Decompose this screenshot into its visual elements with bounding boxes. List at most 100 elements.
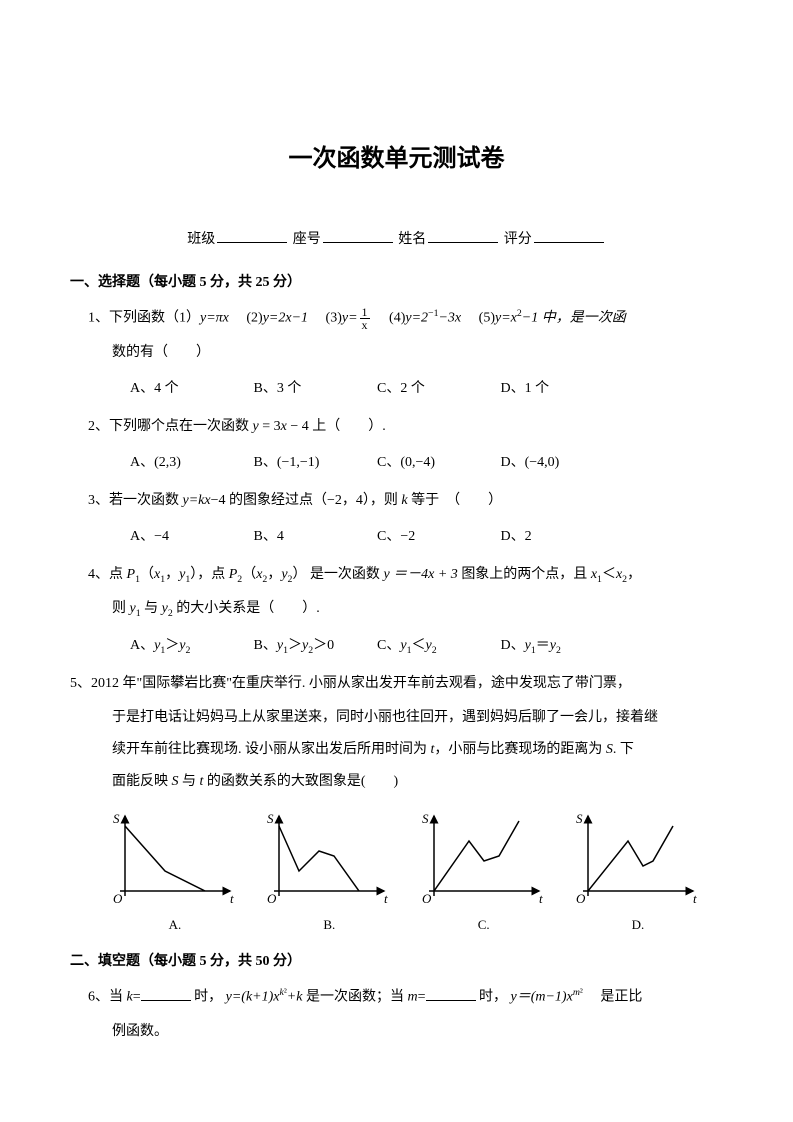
q6-post1: +k [287, 990, 303, 1005]
q6-b: 时， [194, 990, 222, 1005]
q1-f2: y=2x−1 [263, 311, 308, 326]
name-blank [428, 228, 498, 243]
question-2: 2、下列哪个点在一次函数 y = 3x − 4 上（ ）. [88, 413, 723, 441]
q1-f5-pre: y=x [495, 311, 517, 326]
svg-text:S: S [422, 811, 429, 826]
page-title: 一次函数单元测试卷 [70, 140, 723, 178]
question-4-line1: 4、点 P1（x1，y1），点 P2（x2，y2） 是一次函数 y ＝－4x +… [88, 561, 723, 589]
q4-options: A、y1＞y2 B、y1＞y2＞0 C、y1＜y2 D、y1＝y2 [130, 632, 723, 660]
q1-sep3: (3) [312, 311, 342, 326]
q3-opt-b: B、4 [254, 523, 374, 551]
graph-a-svg: S t O [110, 811, 240, 911]
q1-f3-pre: y= [342, 311, 358, 326]
q5-label-a: A. [169, 917, 182, 932]
q1-sep2: (2) [232, 311, 262, 326]
q1-stem-a: 1、下列函数（1） [88, 311, 200, 326]
q1-opt-b: B、3 个 [254, 375, 374, 403]
svg-text:O: O [113, 891, 123, 906]
q5-graph-a: S t O A. [110, 811, 240, 936]
question-3: 3、若一次函数 y=kx−4 的图象经过点（−2，4），则 k 等于 （ ） [88, 487, 723, 515]
class-blank [217, 228, 287, 243]
question-5-l4: 面能反映 S 与 t 的函数关系的大致图象是( ) [112, 768, 723, 796]
svg-text:S: S [113, 811, 120, 826]
q1-sep4: (4) [375, 311, 405, 326]
q4-mid1: ，点 [197, 567, 229, 582]
svg-text:t: t [539, 891, 543, 906]
q2-stem: 2、下列哪个点在一次函数 y = 3x − 4 上（ ）. [88, 419, 386, 434]
q5-label-c: C. [478, 917, 490, 932]
q5-label-d: D. [632, 917, 645, 932]
q4-opt-d: D、y1＝y2 [501, 632, 621, 660]
question-5-l2: 于是打电话让妈妈马上从家里送来，同时小丽也往回开，遇到妈妈后聊了一会儿，接着继 [112, 704, 723, 732]
q1-f5-post: −1 中，是一次函 [522, 311, 626, 326]
q1-f4-post: −3x [438, 311, 461, 326]
q3-stem: 3、若一次函数 y=kx−4 的图象经过点（−2，4），则 k 等于 （ ） [88, 493, 502, 508]
q6-h: 例函数。 [112, 1018, 723, 1046]
q6-e: 时， [479, 990, 507, 1005]
svg-text:S: S [576, 811, 583, 826]
name-label: 姓名 [398, 232, 426, 247]
question-6: 6、当 k= 时， y=(k+1)xk²+k 是一次函数；当 m= 时， y＝(… [88, 983, 723, 1012]
q4-a: 4、点 [88, 567, 127, 582]
q4-opt-a: A、y1＞y2 [130, 632, 250, 660]
seat-blank [323, 228, 393, 243]
q3-opt-d: D、2 [501, 523, 621, 551]
q2-opt-d: D、(−4,0) [501, 449, 621, 477]
q1-f3-frac: 1x [360, 306, 370, 331]
question-5-l3: 续开车前往比赛现场. 设小丽从家出发后所用时间为 t，小丽与比赛现场的距离为 S… [112, 736, 723, 764]
q6-blank2 [426, 986, 476, 1001]
q3-opt-c: C、−2 [377, 523, 497, 551]
q1-opt-a: A、4 个 [130, 375, 250, 403]
class-label: 班级 [187, 232, 215, 247]
q4-mid2: 是一次函数 [306, 567, 383, 582]
section-2-heading: 二、填空题（每小题 5 分，共 50 分） [70, 951, 723, 973]
seat-label: 座号 [293, 232, 321, 247]
student-info-line: 班级 座号 姓名 评分 [70, 228, 723, 251]
question-1: 1、下列函数（1）y=πx (2)y=2x−1 (3)y=1x (4)y=2−1… [88, 304, 723, 333]
q1-f4-exp: −1 [428, 308, 438, 319]
q2-opt-b: B、(−1,−1) [254, 449, 374, 477]
q6-exp2: m² [573, 987, 583, 998]
q6-a: 6、当 k= [88, 990, 141, 1005]
q6-exp1: k² [280, 987, 287, 998]
section-1-heading: 一、选择题（每小题 5 分，共 25 分） [70, 272, 723, 294]
q6-blank1 [141, 986, 191, 1001]
q5-graph-d: S t O D. [573, 811, 703, 936]
q4-p2: P [229, 567, 238, 582]
q2-opt-c: C、(0,−4) [377, 449, 497, 477]
q6-expr1: y=(k+1)x [226, 990, 280, 1005]
q1-stem-b: 数的有（ ） [112, 339, 723, 367]
worksheet-page: 一次函数单元测试卷 班级 座号 姓名 评分 一、选择题（每小题 5 分，共 25… [0, 0, 793, 1122]
q3-opt-a: A、−4 [130, 523, 250, 551]
svg-text:S: S [267, 811, 274, 826]
graph-c-svg: S t O [419, 811, 549, 911]
question-5-l1: 5、2012 年"国际攀岩比赛"在重庆举行. 小丽从家出发开车前去观看，途中发现… [70, 670, 723, 698]
q3-options: A、−4 B、4 C、−2 D、2 [130, 523, 723, 551]
q4-p1: P [127, 567, 136, 582]
score-label: 评分 [504, 232, 532, 247]
q1-f1: y=πx [200, 311, 229, 326]
svg-text:O: O [422, 891, 432, 906]
svg-text:O: O [267, 891, 277, 906]
q6-expr2: y＝(m−1)x [511, 990, 573, 1005]
q2-opt-a: A、(2,3) [130, 449, 250, 477]
q5-graph-row: S t O A. S t O B. S t [110, 811, 703, 936]
svg-text:t: t [230, 891, 234, 906]
q6-d: 是一次函数；当 m= [306, 990, 426, 1005]
q1-opt-d: D、1 个 [501, 375, 621, 403]
graph-d-svg: S t O [573, 811, 703, 911]
svg-text:O: O [576, 891, 586, 906]
q1-opt-c: C、2 个 [377, 375, 497, 403]
q6-g: 是正比 [586, 990, 642, 1005]
q5-label-b: B. [323, 917, 335, 932]
graph-b-svg: S t O [264, 811, 394, 911]
q1-sep5: (5) [465, 311, 495, 326]
score-blank [534, 228, 604, 243]
q1-f4-pre: y=2 [405, 311, 428, 326]
q4-mid3: 图象上的两个点，且 [458, 567, 591, 582]
q4-opt-b: B、y1＞y2＞0 [254, 632, 374, 660]
q4-func: y ＝－4x + 3 [383, 567, 457, 582]
q4-opt-c: C、y1＜y2 [377, 632, 497, 660]
svg-text:t: t [384, 891, 388, 906]
q5-graph-c: S t O C. [419, 811, 549, 936]
